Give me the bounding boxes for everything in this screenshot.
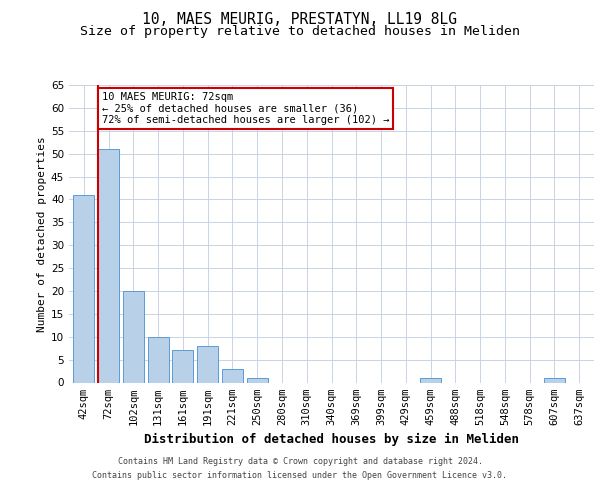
Text: Size of property relative to detached houses in Meliden: Size of property relative to detached ho…: [80, 25, 520, 38]
Y-axis label: Number of detached properties: Number of detached properties: [37, 136, 47, 332]
Text: Contains public sector information licensed under the Open Government Licence v3: Contains public sector information licen…: [92, 471, 508, 480]
Bar: [172, 350, 193, 382]
Text: 10, MAES MEURIG, PRESTATYN, LL19 8LG: 10, MAES MEURIG, PRESTATYN, LL19 8LG: [143, 12, 458, 28]
X-axis label: Distribution of detached houses by size in Meliden: Distribution of detached houses by size …: [144, 433, 519, 446]
Text: Contains HM Land Registry data © Crown copyright and database right 2024.: Contains HM Land Registry data © Crown c…: [118, 458, 482, 466]
Bar: [247, 378, 268, 382]
Text: 10 MAES MEURIG: 72sqm
← 25% of detached houses are smaller (36)
72% of semi-deta: 10 MAES MEURIG: 72sqm ← 25% of detached …: [102, 92, 389, 125]
Bar: [544, 378, 565, 382]
Bar: [73, 195, 94, 382]
Bar: [98, 149, 119, 382]
Bar: [420, 378, 441, 382]
Bar: [222, 369, 243, 382]
Bar: [148, 336, 169, 382]
Bar: [123, 291, 144, 382]
Bar: [197, 346, 218, 383]
